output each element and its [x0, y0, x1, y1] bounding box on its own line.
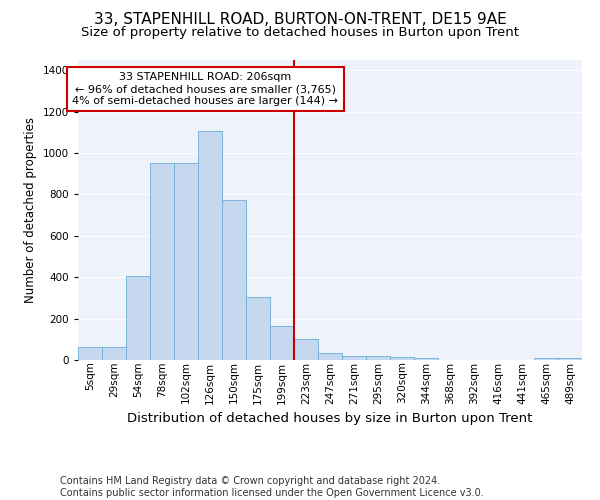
Bar — [150, 164, 174, 360]
Bar — [390, 357, 414, 360]
Y-axis label: Number of detached properties: Number of detached properties — [24, 117, 37, 303]
Bar — [414, 358, 438, 360]
Bar — [534, 358, 558, 360]
Bar — [222, 200, 246, 360]
Bar — [294, 340, 318, 360]
Bar — [342, 356, 366, 360]
Text: 33 STAPENHILL ROAD: 206sqm
← 96% of detached houses are smaller (3,765)
4% of se: 33 STAPENHILL ROAD: 206sqm ← 96% of deta… — [72, 72, 338, 106]
Bar — [198, 132, 222, 360]
Text: Contains HM Land Registry data © Crown copyright and database right 2024.
Contai: Contains HM Land Registry data © Crown c… — [60, 476, 484, 498]
Bar — [270, 326, 294, 360]
Bar — [78, 346, 102, 360]
Bar — [558, 358, 582, 360]
Text: 33, STAPENHILL ROAD, BURTON-ON-TRENT, DE15 9AE: 33, STAPENHILL ROAD, BURTON-ON-TRENT, DE… — [94, 12, 506, 28]
Bar — [102, 346, 126, 360]
Text: Size of property relative to detached houses in Burton upon Trent: Size of property relative to detached ho… — [81, 26, 519, 39]
X-axis label: Distribution of detached houses by size in Burton upon Trent: Distribution of detached houses by size … — [127, 412, 533, 425]
Bar — [246, 297, 270, 360]
Bar — [174, 164, 198, 360]
Bar — [366, 356, 390, 360]
Bar — [126, 276, 150, 360]
Bar — [318, 353, 342, 360]
